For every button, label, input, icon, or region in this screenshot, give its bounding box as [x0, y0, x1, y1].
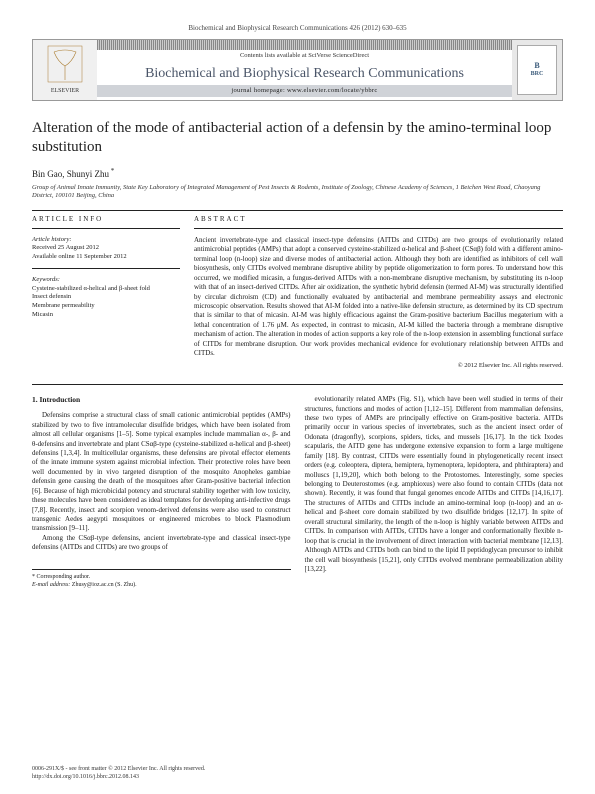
- received-date: Received 25 August 2012: [32, 244, 180, 252]
- journal-banner: ELSEVIER Contents lists available at Sci…: [32, 39, 563, 101]
- article-info-heading: ARTICLE INFO: [32, 215, 180, 224]
- online-date: Available online 11 September 2012: [32, 253, 180, 261]
- corresponding-star-icon: *: [109, 167, 114, 175]
- email-label: E-mail address:: [32, 582, 70, 588]
- footer-doi: http://dx.doi.org/10.1016/j.bbrc.2012.08…: [32, 774, 205, 782]
- top-rule: [32, 210, 563, 211]
- abstract-heading: ABSTRACT: [194, 215, 563, 224]
- abstract-copyright: © 2012 Elsevier Inc. All rights reserved…: [194, 362, 563, 370]
- intro-p1: Defensins comprise a structural class of…: [32, 411, 291, 534]
- affiliation: Group of Animal Innate Immunity, State K…: [32, 184, 563, 200]
- article-info-panel: ARTICLE INFO Article history: Received 2…: [32, 215, 180, 370]
- abstract-panel: ABSTRACT Ancient invertebrate-type and c…: [194, 215, 563, 370]
- authors: Bin Gao, Shunyi Zhu *: [32, 167, 563, 181]
- publisher-logo: ELSEVIER: [33, 40, 97, 100]
- email-address: Zhusy@ioz.ac.cn (S. Zhu).: [72, 582, 137, 588]
- banner-strip: [97, 40, 512, 50]
- footnote-block: * Corresponding author. E-mail address: …: [32, 569, 291, 589]
- corresponding-author-label: * Corresponding author.: [32, 573, 291, 581]
- body-columns: 1. Introduction Defensins comprise a str…: [32, 395, 563, 589]
- journal-homepage: journal homepage: www.elsevier.com/locat…: [97, 85, 512, 97]
- intro-p2: Among the CSαβ-type defensins, ancient i…: [32, 534, 291, 553]
- keywords-label: Keywords:: [32, 276, 180, 284]
- section-1-heading: 1. Introduction: [32, 395, 291, 405]
- publisher-name: ELSEVIER: [51, 88, 79, 94]
- keywords-list: Cysteine-stabilized α-helical and β-shee…: [32, 285, 180, 320]
- left-column: 1. Introduction Defensins comprise a str…: [32, 395, 291, 589]
- footer-line1: 0006-291X/$ - see front matter © 2012 El…: [32, 766, 205, 774]
- journal-cover-thumb: B BRC: [512, 40, 562, 100]
- page-footer: 0006-291X/$ - see front matter © 2012 El…: [32, 766, 205, 782]
- history-label: Article history:: [32, 236, 180, 244]
- banner-middle: Contents lists available at SciVerse Sci…: [97, 40, 512, 100]
- right-column: evolutionarily related AMPs (Fig. S1), w…: [305, 395, 564, 589]
- intro-p3: evolutionarily related AMPs (Fig. S1), w…: [305, 395, 564, 574]
- contents-line: Contents lists available at SciVerse Sci…: [97, 50, 512, 62]
- journal-title: Biochemical and Biophysical Research Com…: [97, 63, 512, 85]
- abstract-text: Ancient invertebrate-type and classical …: [194, 233, 563, 359]
- page-header-citation: Biochemical and Biophysical Research Com…: [32, 24, 563, 33]
- mid-rule: [32, 384, 563, 385]
- article-title: Alteration of the mode of antibacterial …: [32, 119, 563, 157]
